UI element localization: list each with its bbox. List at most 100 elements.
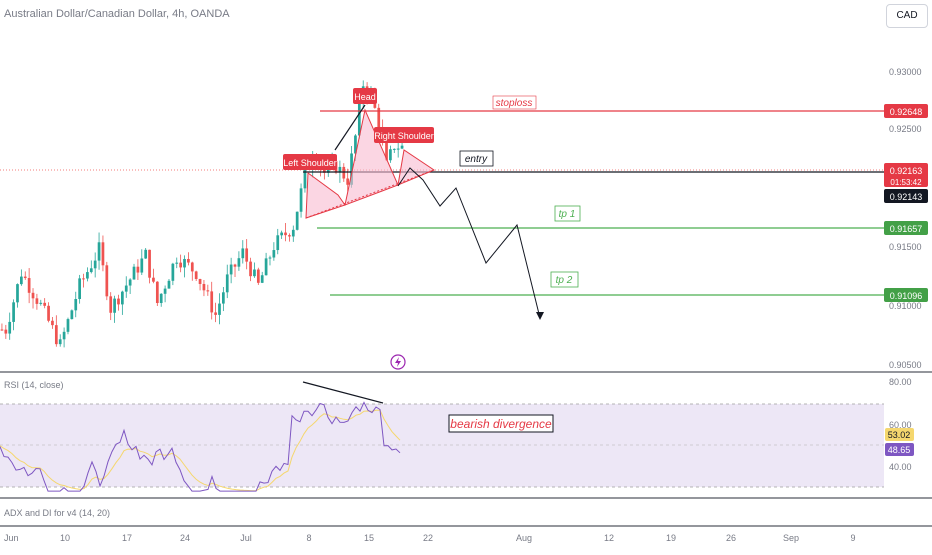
candle-body[interactable] [70,310,74,320]
candle-body[interactable] [272,250,276,258]
candle-body[interactable] [23,276,27,279]
candle-body[interactable] [323,168,326,173]
candle-body[interactable] [54,325,58,345]
candle-body[interactable] [74,298,78,311]
candle-body[interactable] [175,262,179,264]
right-shoulder-label-box [374,127,434,143]
candle-body[interactable] [89,268,93,273]
candle-body[interactable] [27,278,31,293]
candle-body[interactable] [78,278,81,299]
candle-body[interactable] [233,264,237,267]
candle-body[interactable] [225,274,229,293]
candle-body[interactable] [86,272,89,279]
candle-body[interactable] [253,269,256,277]
candle-body[interactable] [20,276,23,285]
candle-body[interactable] [396,148,400,150]
candle-body[interactable] [342,166,346,179]
candle-body[interactable] [377,107,381,130]
projected-path [397,167,541,319]
candle-body[interactable] [210,291,214,313]
candle-body[interactable] [194,271,198,280]
candle-body[interactable] [101,242,105,266]
candle-body[interactable] [350,153,353,185]
candle-body[interactable] [299,188,303,212]
candle-body[interactable] [82,278,85,280]
candle-body[interactable] [260,275,264,283]
candle-body[interactable] [12,302,15,322]
candle-body[interactable] [97,242,101,261]
candle-body[interactable] [237,258,241,267]
candle-body[interactable] [264,258,268,276]
candle-body[interactable] [256,269,260,283]
candle-body[interactable] [167,280,171,289]
candle-body[interactable] [171,263,175,281]
candle-body[interactable] [400,145,404,149]
candle-body[interactable] [291,229,295,237]
candle-body[interactable] [183,258,186,268]
candle-body[interactable] [113,298,116,313]
candle-body[interactable] [280,232,283,236]
candle-body[interactable] [284,232,287,236]
candle-body[interactable] [198,279,202,284]
candle-body[interactable] [144,249,148,259]
candle-body[interactable] [121,291,124,305]
candle-body[interactable] [105,265,109,297]
candle-body[interactable] [222,292,225,304]
candle-body[interactable] [8,321,12,334]
currency-button[interactable]: CAD [886,4,928,28]
candle-body[interactable] [338,166,342,173]
candle-body[interactable] [354,135,357,154]
candle-body[interactable] [187,258,190,263]
candle-body[interactable] [202,283,206,291]
candle-body[interactable] [47,305,50,321]
candle-body[interactable] [385,140,388,161]
candle-body[interactable] [117,298,120,305]
candle-body[interactable] [346,178,350,185]
candle-body[interactable] [93,260,97,269]
candle-body[interactable] [51,320,54,326]
candle-body[interactable] [39,302,43,304]
candle-body[interactable] [62,331,66,340]
candle-body[interactable] [152,277,155,282]
candle-body[interactable] [357,102,361,136]
candle-body[interactable] [392,148,396,150]
candle-body[interactable] [0,329,4,331]
candle-body[interactable] [128,279,132,286]
candle-body[interactable] [241,248,245,259]
candle-body[interactable] [190,262,194,272]
candle-body[interactable] [179,262,182,268]
candle-body[interactable] [124,285,128,292]
candle-body[interactable] [218,303,221,315]
candle-body[interactable] [389,149,392,161]
candle-body[interactable] [276,235,280,251]
candle-body[interactable] [4,329,8,334]
candle-body[interactable] [288,235,291,237]
candle-body[interactable] [66,319,70,332]
candle-body[interactable] [245,248,249,262]
candle-body[interactable] [295,211,299,230]
candle-body[interactable] [303,168,307,189]
tp2-label-box [550,271,579,288]
candle-body[interactable] [163,288,167,294]
candle-body[interactable] [16,284,19,303]
candle-body[interactable] [58,339,62,345]
candle-body[interactable] [136,266,140,273]
candle-body[interactable] [214,312,217,315]
candle-body[interactable] [148,249,151,278]
candle-body[interactable] [249,261,252,277]
candle-body[interactable] [159,293,163,304]
candle-body[interactable] [132,266,136,280]
candle-body[interactable] [43,302,47,306]
candle-body[interactable] [31,292,35,299]
candle-body[interactable] [140,258,144,273]
candle-body[interactable] [35,298,39,304]
candle-body[interactable] [109,296,113,313]
right-shoulder-triangle [397,149,436,186]
rsi-ma-line [0,409,401,492]
candle-body[interactable] [268,257,272,259]
candle-body[interactable] [229,264,233,275]
candle-body[interactable] [206,290,210,292]
candle-body[interactable] [155,281,159,304]
